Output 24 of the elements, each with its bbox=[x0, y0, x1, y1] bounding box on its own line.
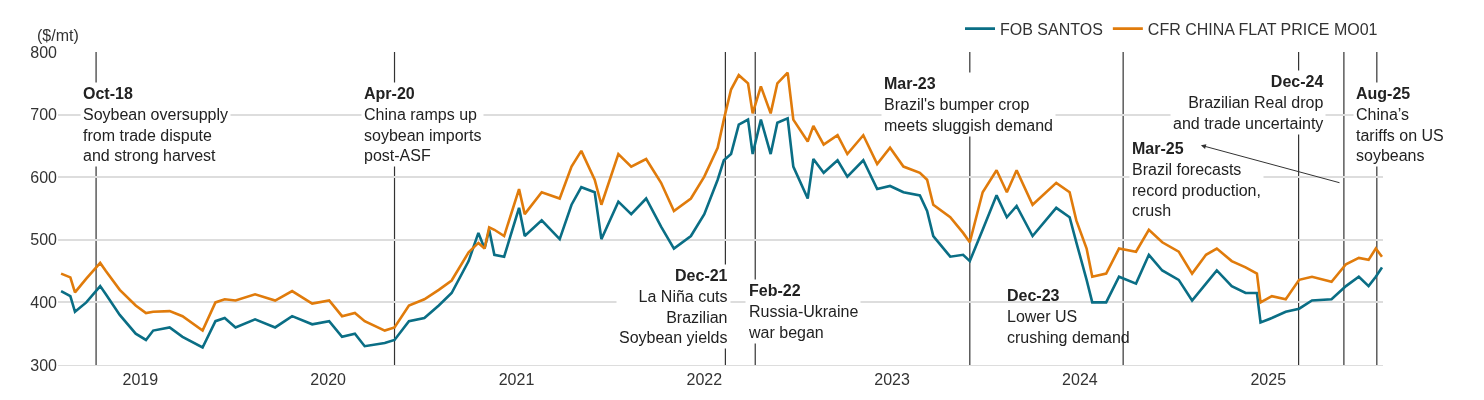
y-tick-label: 800 bbox=[30, 43, 58, 61]
x-tick-label: 2021 bbox=[498, 371, 535, 389]
x-tick-label: 2025 bbox=[1250, 371, 1287, 389]
x-tick-label: 2024 bbox=[1062, 371, 1098, 389]
ref-line-label: Apr-20 China ramps up soybean imports post-ASF bbox=[364, 85, 482, 165]
ref-line-label: Dec-24 Brazilian Real drop and trade uncertainty bbox=[1173, 73, 1324, 132]
y-tick-label: 500 bbox=[30, 231, 58, 249]
x-tick-label: 2019 bbox=[122, 371, 159, 389]
ref-line-label: Mar-23 Brazil's bumper crop meets sluggish demand bbox=[884, 75, 1053, 134]
y-axis-title: ($/mt) bbox=[37, 27, 79, 44]
ref-line-label: Mar-25 Brazil forecasts record production, crush bbox=[1132, 140, 1261, 220]
ref-line-label: Dec-21 La Niña cuts Brazilian Soybean yields bbox=[619, 267, 728, 347]
y-tick-label: 700 bbox=[30, 106, 58, 124]
y-tick-label: 400 bbox=[30, 294, 58, 311]
y-tick-label: 600 bbox=[30, 168, 58, 186]
x-tick-label: 2020 bbox=[310, 371, 347, 389]
ref-line-label: Oct-18 Soybean oversupply from trade dispute and strong harvest bbox=[83, 85, 228, 165]
y-tick-label: 300 bbox=[30, 356, 58, 374]
ref-line-label: Feb-22 Russia-Ukraine war began bbox=[748, 282, 859, 341]
ref-line-label: Aug-25 China’s tariffs on US soybeans bbox=[1356, 85, 1444, 165]
legend-label: CFR CHINA FLAT PRICE MO01 bbox=[1147, 20, 1378, 38]
legend-label: FOB SANTOS bbox=[1000, 20, 1103, 38]
x-tick-label: 2022 bbox=[686, 371, 723, 389]
x-tick-label: 2023 bbox=[874, 371, 911, 389]
